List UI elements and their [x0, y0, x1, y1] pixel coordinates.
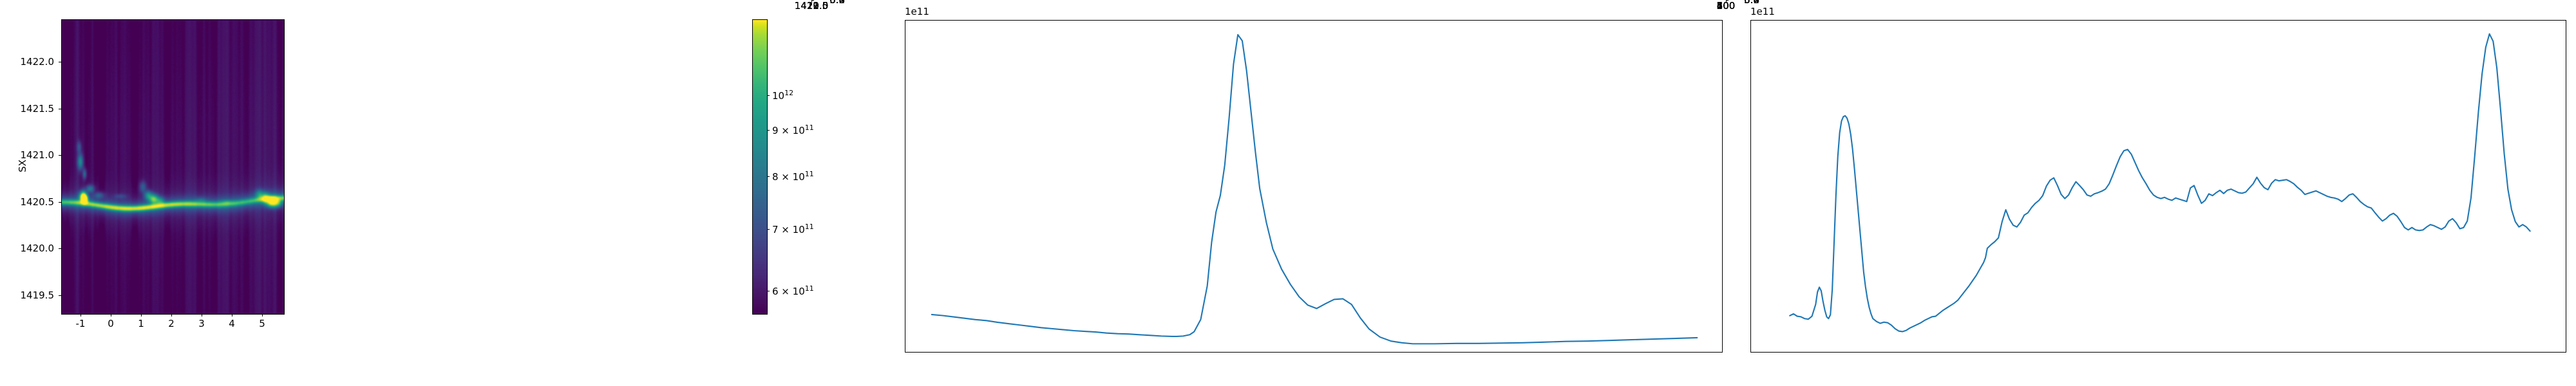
- right-ytick-label: 6.4: [1744, 0, 1759, 6]
- heatmap-xtick-label: 0: [108, 318, 114, 329]
- right-xtick-label: 200: [1716, 0, 1736, 12]
- heatmap-ytick-label: 1420.0: [20, 243, 55, 254]
- right-data-line: [1789, 33, 2531, 333]
- colorbar-tick-label: 7 × 1011: [772, 223, 814, 235]
- right-xtick-label: 400: [1716, 0, 1736, 12]
- heatmap-xtick-label: 3: [198, 318, 205, 329]
- middle-ytick-label: 6.4: [829, 0, 845, 6]
- heatmap-xtick-mark: [141, 314, 142, 317]
- middle-ytick-label: 6.6: [829, 0, 845, 6]
- heatmap-xtick-label: 5: [259, 318, 265, 329]
- heatmap-ytick-label: 1421.5: [20, 103, 55, 115]
- middle-xtick-label: 1419.0: [794, 0, 829, 12]
- heatmap-ytick-label: 1419.5: [20, 290, 55, 301]
- right-ytick-label: 6.2: [1744, 0, 1759, 6]
- heatmap-ytick-label: 1422.0: [20, 56, 55, 68]
- middle-ytick-label: 5.8: [829, 0, 845, 6]
- heatmap-y-axis-label: SX: [17, 160, 28, 172]
- heatmap-panel: SX 1419.5 1420.0 1420.5 1421.0 1421.5 14…: [0, 0, 814, 386]
- right-xtick-mark: [1726, 0, 1727, 3]
- heatmap-ytick-mark: [59, 295, 61, 296]
- colorbar-gradient: [753, 20, 767, 314]
- right-plot-axes: [1750, 20, 2566, 353]
- heatmap-axes: [61, 19, 285, 315]
- heatmap-image: [62, 20, 284, 314]
- right-xtick-label: 300: [1716, 0, 1736, 12]
- right-line-panel: 1e11 0 100 200 300 400 500 600 700 800 5.4 5.6 5.8 6…: [1717, 0, 2576, 386]
- right-ytick-label: 5.4: [1744, 0, 1759, 6]
- colorbar: [752, 19, 768, 315]
- right-y-offset-text: 1e11: [1750, 6, 1775, 17]
- heatmap-xtick-label: 4: [229, 318, 235, 329]
- middle-ytick-label: 6.0: [829, 0, 845, 6]
- colorbar-tick-mark: [767, 229, 770, 230]
- middle-xtick-label: 1420.5: [794, 0, 829, 12]
- heatmap-xtick-label: -1: [75, 318, 86, 329]
- right-xtick-label: 800: [1716, 0, 1736, 12]
- middle-xtick-label: 1421.0: [794, 0, 829, 12]
- colorbar-tick-label: 6 × 1011: [772, 284, 814, 297]
- middle-xtick-label: 1419.5: [794, 0, 829, 12]
- heatmap-ytick-label: 1421.0: [20, 149, 55, 161]
- heatmap-ytick-mark: [59, 155, 61, 156]
- right-ytick-mark: [1726, 0, 1728, 1]
- heatmap-xtick-label: 1: [138, 318, 144, 329]
- colorbar-tick-mark: [767, 95, 770, 96]
- middle-plot-axes: [905, 20, 1723, 353]
- colorbar-tick-mark: [767, 130, 770, 131]
- right-ytick-label: 6.0: [1744, 0, 1759, 6]
- colorbar-tick-label: 1012: [772, 89, 794, 102]
- heatmap-ytick-mark: [59, 248, 61, 249]
- heatmap-ytick-mark: [59, 202, 61, 203]
- right-xtick-label: 100: [1716, 0, 1736, 12]
- middle-xtick-mark: [811, 0, 812, 3]
- colorbar-tick-mark: [767, 176, 770, 177]
- heatmap-xtick-mark: [80, 314, 81, 317]
- middle-xtick-label: 1422.0: [794, 0, 829, 12]
- middle-xtick-label: 1420.0: [794, 0, 829, 12]
- heatmap-xtick-label: 2: [168, 318, 175, 329]
- right-ytick-label: 5.6: [1744, 0, 1759, 6]
- colorbar-tick-label: 8 × 1011: [772, 170, 814, 183]
- right-ytick-label: 5.8: [1744, 0, 1759, 6]
- middle-data-line: [931, 33, 1698, 345]
- right-xtick-label: 600: [1716, 0, 1736, 12]
- heatmap-ytick-label: 1420.5: [20, 196, 55, 208]
- colorbar-tick-label: 9 × 1011: [772, 124, 814, 136]
- middle-ytick-mark: [811, 0, 814, 1]
- middle-xtick-label: 1421.5: [794, 0, 829, 12]
- middle-ytick-label: 6.2: [829, 0, 845, 6]
- heatmap-xtick-mark: [262, 314, 263, 317]
- middle-xtick-label: 1422.5: [794, 0, 829, 12]
- right-xtick-label: 0: [1723, 0, 1729, 12]
- right-xtick-label: 700: [1716, 0, 1736, 12]
- middle-y-offset-text: 1e11: [905, 6, 929, 17]
- right-xtick-label: 500: [1716, 0, 1736, 12]
- heatmap-xtick-mark: [171, 314, 172, 317]
- middle-line-panel: 1e11 1419.0 1419.5 1420.0 1420.5 1421.0 1421.…: [795, 0, 1726, 386]
